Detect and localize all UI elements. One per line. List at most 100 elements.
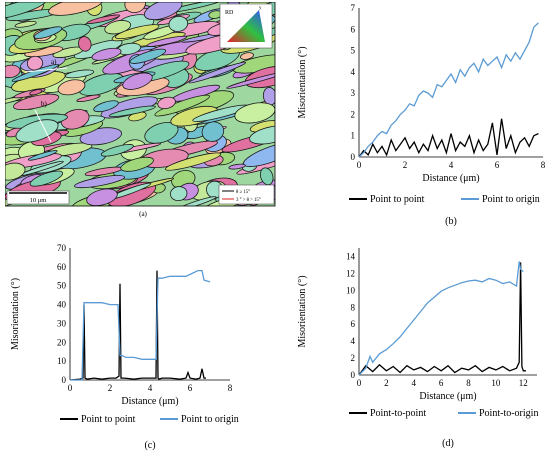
y-tick-label: 40 [57, 300, 67, 310]
y-tick-label: 20 [57, 337, 67, 347]
ebsd-map-panel: RD y a) b) 10 μm θ ≥ 15° 3 ° > θ > 15° (… [5, 2, 276, 218]
grain [60, 109, 90, 130]
y-tick-label: 6 [351, 24, 356, 34]
grain [226, 71, 275, 89]
grain [122, 72, 153, 90]
grain [11, 63, 59, 82]
y-tick-label: 14 [346, 251, 356, 261]
y-tick-label: 5 [351, 46, 356, 56]
grain [157, 96, 176, 110]
legend-entry: Point to point [81, 414, 136, 425]
grain [86, 14, 121, 24]
legend-high-angle: θ ≥ 15° [236, 190, 250, 195]
legend-entry: Point to point [370, 194, 425, 205]
panel-a-label: (a) [139, 210, 147, 218]
grain [27, 150, 58, 161]
panel-label: (b) [445, 216, 457, 227]
grain [177, 196, 217, 206]
x-tick-label: 10 [491, 378, 501, 388]
legend-entry: Point to origin [181, 414, 239, 425]
y-tick-label: 0 [62, 375, 67, 385]
x-tick-label: 6 [188, 383, 193, 393]
y-tick-label: 2 [351, 109, 356, 119]
y-tick-label: 30 [57, 318, 67, 328]
y-tick-label: 3 [351, 88, 356, 98]
chart-d: 0 2 4 6 8 10 12 0 2 4 6 8 10 12 14 Distance (μm) Misorie… [297, 248, 538, 449]
ipf-label: RD [225, 10, 234, 16]
y-tick-label: 4 [351, 67, 356, 77]
series-line-point-to-point [69, 270, 206, 381]
series-line-point-to-origin [358, 22, 539, 158]
grain [33, 26, 63, 39]
x-tick-label: 2 [108, 383, 113, 393]
grain [5, 2, 46, 20]
y-axis-label: Misorientation (°) [297, 275, 308, 347]
x-tick-label: 6 [439, 378, 444, 388]
grain [228, 163, 246, 170]
grain [29, 89, 43, 96]
grain [170, 186, 188, 202]
x-axis-label: Distance (μm) [419, 391, 476, 402]
grain [120, 156, 154, 172]
grain [13, 93, 60, 111]
x-tick-label: 8 [466, 378, 471, 388]
x-tick-label: 4 [148, 383, 153, 393]
legend-low-angle: 3 ° > θ > 15° [236, 198, 261, 203]
legend-entry: Point to origin [482, 194, 540, 205]
y-axis-label: Misorientation (°) [10, 278, 21, 350]
x-tick-label: 0 [357, 378, 362, 388]
grain [86, 188, 118, 206]
y-tick-label: 0 [351, 370, 356, 380]
y-tick-label: 6 [351, 319, 356, 329]
grain [104, 20, 132, 35]
grain [259, 167, 274, 186]
grain [249, 125, 275, 145]
grain [165, 152, 221, 171]
grain [115, 24, 160, 39]
ipf-color-key: RD y [219, 3, 273, 49]
y-tick-label: 1 [351, 131, 356, 141]
y-tick-label: 8 [351, 302, 356, 312]
legend-entry: Point-to-point [370, 408, 426, 419]
y-tick-label: 10 [346, 285, 356, 295]
series-line-point-to-point [358, 118, 539, 158]
x-axis-label: Distance (μm) [422, 173, 479, 184]
y-tick-label: 12 [346, 268, 355, 278]
marker-b: b) [41, 100, 48, 108]
grain [124, 2, 146, 13]
grain [91, 47, 122, 61]
chart-c: 0 2 4 6 8 0 10 20 30 40 50 60 70 Distance (μm) Misorie… [10, 243, 239, 451]
x-tick-label: 2 [403, 160, 408, 170]
grain [129, 48, 167, 64]
grain [14, 20, 37, 28]
grain [5, 162, 26, 181]
boundary-legend: θ ≥ 15° 3 ° > θ > 15° [218, 184, 275, 205]
y-tick-label: 7 [351, 3, 356, 13]
scale-bar-label: 10 μm [30, 197, 47, 204]
x-tick-label: 6 [495, 160, 500, 170]
panel-label: (d) [442, 438, 454, 449]
grain [48, 2, 104, 16]
x-tick-label: 8 [228, 383, 233, 393]
series-line-point-to-origin [358, 261, 524, 376]
grain [100, 144, 134, 157]
x-tick-label: 12 [519, 378, 528, 388]
series-line-point-to-origin [70, 269, 211, 381]
y-tick-label: 60 [57, 262, 67, 272]
x-tick-label: 0 [357, 160, 362, 170]
grain [76, 94, 101, 102]
y-tick-label: 4 [351, 336, 356, 346]
grain [5, 64, 21, 79]
y-tick-label: 2 [351, 353, 356, 363]
y-tick-label: 50 [57, 281, 67, 291]
legend-entry: Point-to-origin [479, 408, 538, 419]
grain [29, 170, 64, 187]
y-tick-label: 70 [57, 243, 67, 253]
x-tick-label: 0 [68, 383, 73, 393]
x-tick-label: 8 [541, 160, 546, 170]
ipf-corner-label: y [259, 6, 262, 11]
y-tick-label: 0 [351, 152, 356, 162]
x-tick-label: 4 [412, 378, 417, 388]
grain [108, 105, 156, 118]
grain [15, 119, 59, 143]
